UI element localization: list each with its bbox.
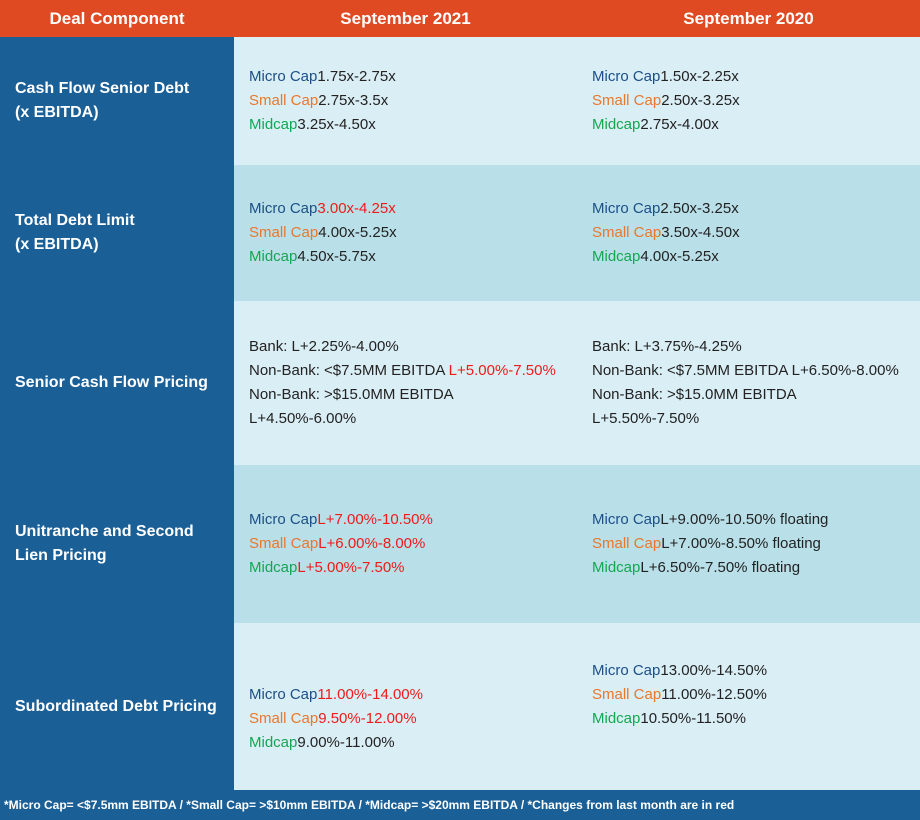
cell-sep-2021: Bank: L+2.25%-4.00% Non-Bank: <$7.5MM EB…	[234, 301, 577, 465]
nonbank-pricing: Non-Bank: <$7.5MM EBITDA L+6.50%-8.00%	[592, 362, 899, 379]
row-unitranche-second-lien: Unitranche and Second Lien Pricing Micro…	[0, 465, 920, 623]
tier-small-cap: Small Cap	[249, 535, 319, 552]
tier-small-cap: Small Cap	[592, 685, 662, 703]
tier-midcap: Midcap	[249, 248, 298, 265]
tier-midcap: Midcap	[592, 559, 641, 576]
row-label: Cash Flow Senior Debt (x EBITDA)	[0, 37, 234, 165]
value: 2.75x-4.00x	[640, 116, 719, 133]
tier-midcap: Midcap	[249, 116, 298, 133]
value: L+7.00%-8.50% floating	[661, 535, 821, 552]
tier-small-cap: Small Cap	[249, 224, 319, 241]
tier-small-cap: Small Cap	[249, 92, 319, 109]
value: 9.00%-11.00%	[297, 733, 395, 751]
tier-micro-cap: Micro Cap	[249, 511, 318, 528]
cell-sep-2020: Bank: L+3.75%-4.25% Non-Bank: <$7.5MM EB…	[577, 301, 920, 465]
row-total-debt-limit: Total Debt Limit (x EBITDA) Micro Cap3.0…	[0, 165, 920, 301]
nonbank-pricing: Non-Bank: >$15.0MM EBITDA L+5.50%-7.50%	[592, 386, 796, 427]
value-changed: L+5.00%-7.50%	[297, 559, 405, 576]
cell-sep-2021: Micro CapL+7.00%-10.50% Small CapL+6.00%…	[234, 465, 577, 623]
value-changed: 9.50%-12.00%	[318, 709, 417, 727]
cell-sep-2021: Micro Cap1.75x-2.75x Small Cap2.75x-3.5x…	[234, 37, 577, 165]
cell-sep-2020: Micro Cap2.50x-3.25x Small Cap3.50x-4.50…	[577, 165, 920, 301]
value: 2.75x-3.5x	[318, 92, 389, 109]
value: L+9.00%-10.50% floating	[660, 511, 829, 528]
tier-small-cap: Small Cap	[249, 709, 319, 727]
tier-small-cap: Small Cap	[592, 535, 662, 552]
nonbank-prefix: Non-Bank: <$7.5MM EBITDA	[249, 362, 449, 379]
value: 4.00x-5.25x	[640, 248, 719, 265]
row-label: Subordinated Debt Pricing	[0, 623, 234, 790]
header-september-2020: September 2020	[577, 0, 920, 37]
row-subordinated-debt-pricing: Subordinated Debt Pricing Micro Cap11.00…	[0, 623, 920, 790]
value: 10.50%-11.50%	[640, 709, 746, 727]
row-cash-flow-senior-debt: Cash Flow Senior Debt (x EBITDA) Micro C…	[0, 37, 920, 165]
cell-sep-2020: Micro Cap1.50x-2.25x Small Cap2.50x-3.25…	[577, 37, 920, 165]
header-deal-component: Deal Component	[0, 0, 234, 37]
nonbank-pricing: Non-Bank: >$15.0MM EBITDA L+4.50%-6.00%	[249, 386, 453, 427]
value: 1.50x-2.25x	[660, 68, 739, 85]
bank-pricing: Bank: L+2.25%-4.00%	[249, 338, 399, 355]
bank-pricing: Bank: L+3.75%-4.25%	[592, 338, 742, 355]
tier-midcap: Midcap	[249, 733, 298, 751]
value-changed: L+7.00%-10.50%	[317, 511, 433, 528]
value: 2.50x-3.25x	[660, 200, 739, 217]
tier-micro-cap: Micro Cap	[592, 200, 661, 217]
value: 4.50x-5.75x	[297, 248, 376, 265]
cell-sep-2021: Micro Cap11.00%-14.00% Small Cap9.50%-12…	[234, 623, 577, 790]
row-label: Senior Cash Flow Pricing	[0, 301, 234, 465]
tier-micro-cap: Micro Cap	[249, 200, 318, 217]
tier-micro-cap: Micro Cap	[592, 68, 661, 85]
value: 2.50x-3.25x	[661, 92, 740, 109]
row-senior-cash-flow-pricing: Senior Cash Flow Pricing Bank: L+2.25%-4…	[0, 301, 920, 465]
tier-small-cap: Small Cap	[592, 92, 662, 109]
value-changed: L+6.00%-8.00%	[318, 535, 426, 552]
cell-sep-2020: Micro CapL+9.00%-10.50% floating Small C…	[577, 465, 920, 623]
footnote: *Micro Cap= <$7.5mm EBITDA / *Small Cap=…	[0, 790, 920, 820]
value: 1.75x-2.75x	[317, 68, 396, 85]
value: 13.00%-14.50%	[660, 661, 768, 679]
value: 3.25x-4.50x	[297, 116, 376, 133]
value: 4.00x-5.25x	[318, 224, 397, 241]
tier-micro-cap: Micro Cap	[249, 68, 318, 85]
cell-sep-2020: Micro Cap13.00%-14.50% Small Cap11.00%-1…	[577, 623, 920, 790]
header-september-2021: September 2021	[234, 0, 577, 37]
tier-midcap: Midcap	[592, 116, 641, 133]
tier-micro-cap: Micro Cap	[592, 511, 661, 528]
value: 3.50x-4.50x	[661, 224, 740, 241]
row-label: Unitranche and Second Lien Pricing	[0, 465, 234, 623]
tier-micro-cap: Micro Cap	[249, 685, 318, 703]
tier-small-cap: Small Cap	[592, 224, 662, 241]
value: L+6.50%-7.50% floating	[640, 559, 801, 576]
tier-midcap: Midcap	[592, 709, 641, 727]
cell-sep-2021: Micro Cap3.00x-4.25x Small Cap4.00x-5.25…	[234, 165, 577, 301]
tier-midcap: Midcap	[249, 559, 298, 576]
value-changed: 3.00x-4.25x	[317, 200, 396, 217]
value: 11.00%-12.50%	[661, 685, 767, 703]
value-changed: L+5.00%-7.50%	[448, 362, 556, 379]
value-changed: 11.00%-14.00%	[317, 685, 423, 703]
tier-micro-cap: Micro Cap	[592, 661, 661, 679]
row-label: Total Debt Limit (x EBITDA)	[0, 165, 234, 301]
tier-midcap: Midcap	[592, 248, 641, 265]
